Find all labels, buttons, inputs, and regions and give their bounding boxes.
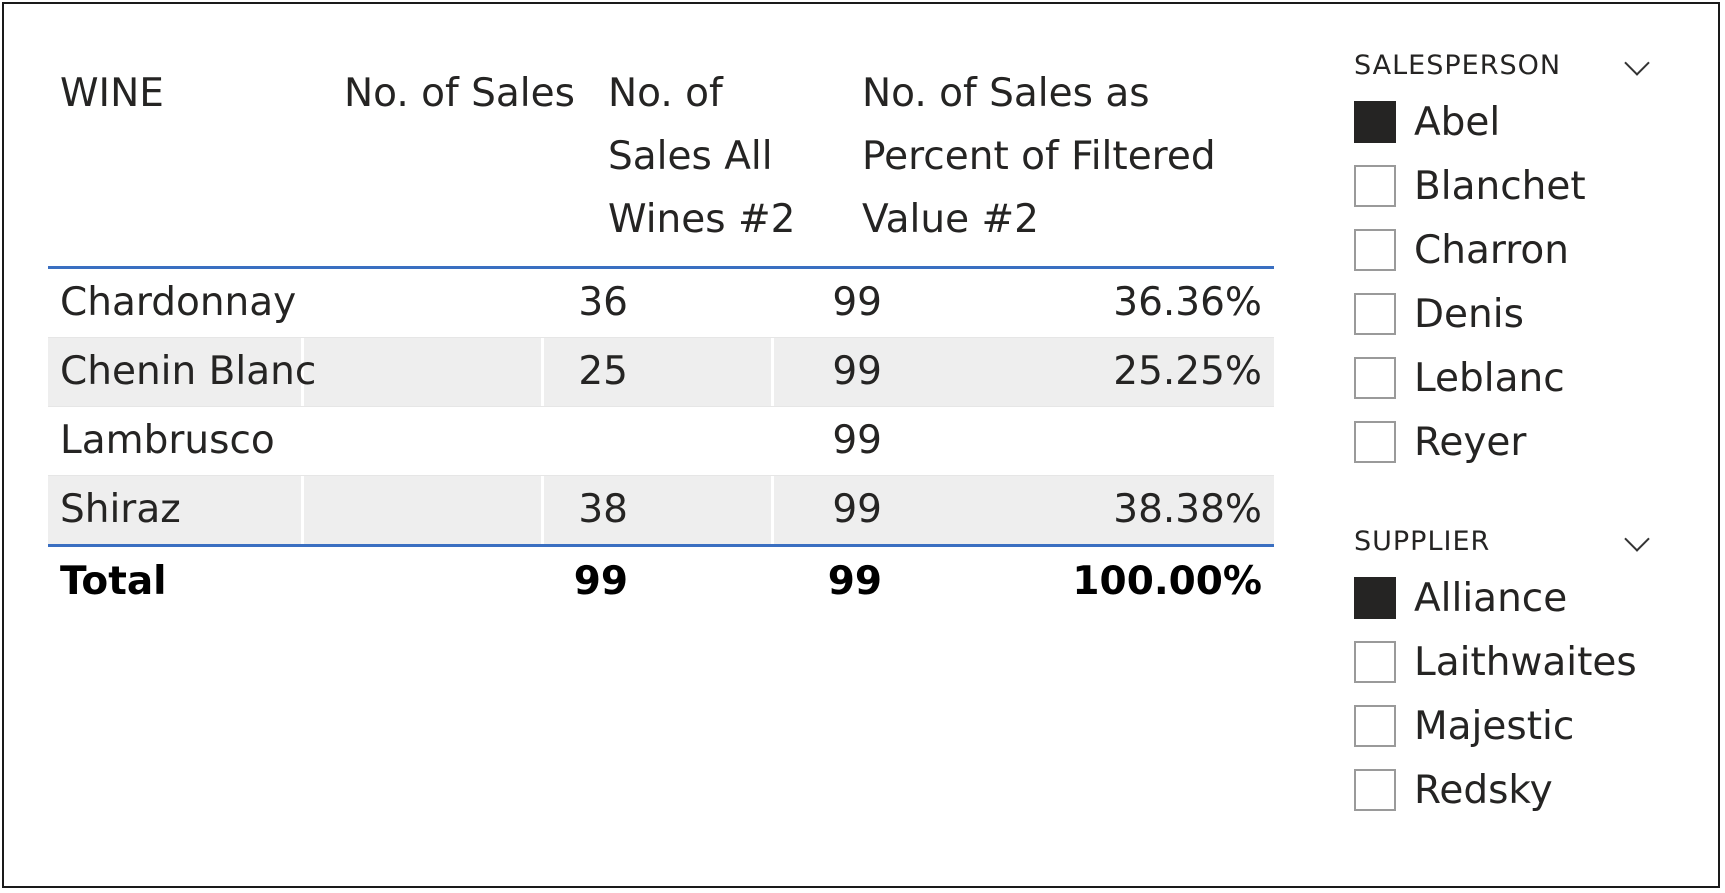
checkbox[interactable] [1354,705,1396,747]
table-row[interactable]: Shiraz 38 99 38.38% [48,476,1274,547]
header-line: Percent of Filtered [862,134,1216,179]
header-line: Sales All [608,134,773,179]
table-row[interactable]: Chenin Blanc 25 99 25.25% [48,338,1274,407]
header-line: Wines #2 [608,197,796,242]
slicer-item-blanchet[interactable]: Blanchet [1354,154,1654,218]
column-divider [771,476,774,544]
column-divider [771,338,774,406]
column-divider [541,338,544,406]
slicer-item-leblanc[interactable]: Leblanc [1354,346,1654,410]
total-no-of-sales: 99 [573,559,628,604]
cell-sales-all-wines: 99 [832,280,882,325]
header-line: No. of Sales as [862,71,1150,116]
slicer-item-reyer[interactable]: Reyer [1354,410,1654,474]
slicer-item-alliance[interactable]: Alliance [1354,566,1654,630]
cell-sales-all-wines: 99 [832,349,882,394]
cell-wine: Chenin Blanc [60,349,317,394]
checkbox[interactable] [1354,421,1396,463]
slicer-item-charron[interactable]: Charron [1354,218,1654,282]
slicer-item-abel[interactable]: Abel [1354,90,1654,154]
slicer-item-laithwaites[interactable]: Laithwaites [1354,630,1654,694]
slicer-item-label: Charron [1414,227,1569,273]
column-header-wine[interactable]: WINE [60,71,164,116]
slicer-item-label: Alliance [1414,575,1568,621]
column-divider [541,476,544,544]
slicer-item-label: Abel [1414,99,1501,145]
slicer-item-label: Denis [1414,291,1524,337]
cell-sales-all-wines: 99 [832,418,882,463]
slicer-title: SALESPERSON [1354,50,1562,81]
slicer-item-majestic[interactable]: Majestic [1354,694,1654,758]
table-row[interactable]: Chardonnay 36 99 36.36% [48,269,1274,338]
checkbox[interactable] [1354,357,1396,399]
column-header-sales-all-wines[interactable]: No. of Sales All Wines #2 [608,62,848,251]
slicer-header[interactable]: SALESPERSON [1354,46,1654,90]
cell-no-of-sales: 25 [578,349,628,394]
slicer-title: SUPPLIER [1354,526,1491,557]
column-divider [301,338,304,406]
chevron-down-icon[interactable] [1624,526,1650,552]
checkbox[interactable] [1354,101,1396,143]
slicer-item-label: Blanchet [1414,163,1586,209]
chevron-down-icon[interactable] [1624,50,1650,76]
checkbox[interactable] [1354,577,1396,619]
table-header-row: WINE No. of Sales No. of Sales All Wines… [48,44,1274,269]
slicer-item-redsky[interactable]: Redsky [1354,758,1654,822]
cell-percent-filtered: 25.25% [1113,349,1262,394]
slicer-item-label: Reyer [1414,419,1527,465]
total-percent-filtered: 100.00% [1072,559,1262,604]
column-header-no-of-sales[interactable]: No. of Sales [344,71,575,116]
cell-no-of-sales: 36 [578,280,628,325]
salesperson-slicer: SALESPERSON Abel Blanchet Charron Denis … [1354,46,1654,474]
wine-sales-table: WINE No. of Sales No. of Sales All Wines… [48,44,1274,617]
checkbox[interactable] [1354,641,1396,683]
slicer-item-label: Redsky [1414,767,1553,813]
header-line: Value #2 [862,197,1039,242]
slicer-header[interactable]: SUPPLIER [1354,522,1654,566]
supplier-slicer: SUPPLIER Alliance Laithwaites Majestic R… [1354,522,1654,822]
column-header-percent-filtered[interactable]: No. of Sales as Percent of Filtered Valu… [862,62,1262,251]
total-label: Total [60,559,167,604]
cell-wine: Chardonnay [60,280,297,325]
slicer-item-label: Majestic [1414,703,1575,749]
cell-no-of-sales: 38 [578,487,628,532]
cell-percent-filtered: 38.38% [1113,487,1262,532]
slicer-item-label: Leblanc [1414,355,1565,401]
checkbox[interactable] [1354,165,1396,207]
slicer-item-denis[interactable]: Denis [1354,282,1654,346]
cell-wine: Lambrusco [60,418,275,463]
table-total-row: Total 99 99 100.00% [48,547,1274,617]
header-line: No. of [608,71,723,116]
cell-sales-all-wines: 99 [832,487,882,532]
checkbox[interactable] [1354,769,1396,811]
checkbox[interactable] [1354,293,1396,335]
total-sales-all-wines: 99 [827,559,882,604]
column-divider [301,476,304,544]
cell-percent-filtered: 36.36% [1113,280,1262,325]
table-row[interactable]: Lambrusco 99 [48,407,1274,476]
checkbox[interactable] [1354,229,1396,271]
slicer-item-label: Laithwaites [1414,639,1637,685]
cell-wine: Shiraz [60,487,181,532]
